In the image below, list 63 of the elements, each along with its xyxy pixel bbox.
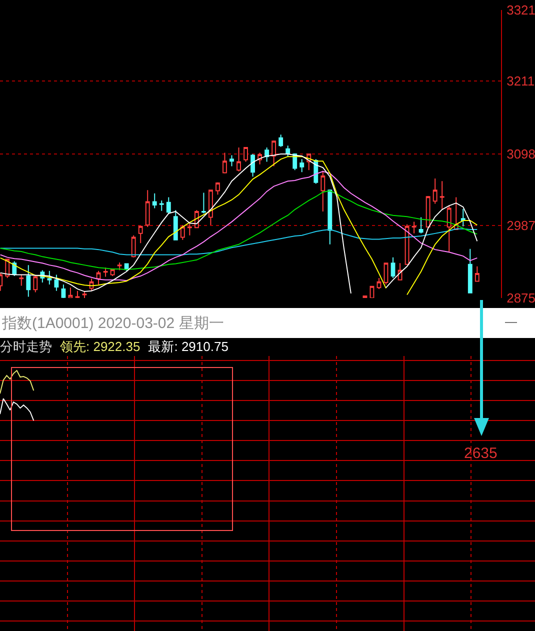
candlestick [222, 152, 227, 174]
candlestick [138, 226, 143, 244]
candlestick [166, 196, 171, 215]
line-series [0, 170, 478, 282]
candlestick [426, 195, 430, 228]
candlestick [390, 256, 396, 278]
candlestick [180, 224, 185, 240]
text: 2635 [464, 445, 498, 462]
text: 领先: 2922.35 [60, 339, 140, 354]
candlestick [96, 270, 101, 285]
candlestick [418, 216, 424, 234]
candlestick [300, 158, 304, 173]
candlestick [250, 154, 255, 178]
candlestick [404, 224, 410, 265]
candlestick [110, 268, 115, 277]
candlestick [75, 290, 80, 298]
candlestick [103, 267, 108, 278]
candlestick [159, 200, 164, 212]
y-tick-label: 3211 [506, 74, 535, 89]
candlestick [264, 147, 270, 162]
candlestick [173, 210, 178, 240]
candlestick [474, 266, 480, 282]
candlestick [244, 147, 248, 162]
candlestick [19, 274, 24, 286]
candlestick [187, 223, 192, 236]
candlestick [208, 190, 213, 226]
candlestick [446, 205, 452, 252]
candlestick [468, 248, 472, 294]
y-tick-label: 3098 [506, 146, 535, 162]
candlestick [236, 147, 241, 172]
candlestick [376, 277, 382, 290]
candlestick [131, 234, 136, 258]
candlestick [152, 192, 157, 209]
candlestick [26, 264, 31, 298]
line-series [0, 228, 478, 256]
candlestick [460, 208, 466, 227]
chart-title: 指数(1A0001) 2020-03-02 星期一 [2, 314, 224, 333]
candlestick [145, 190, 150, 228]
candlestick [117, 262, 122, 271]
candlestick [201, 192, 206, 214]
candlestick [82, 290, 87, 298]
chart-subtitle: 分时走势 [0, 339, 52, 354]
line-series [0, 190, 478, 270]
candlestick [12, 260, 17, 277]
candlestick [68, 287, 73, 298]
candlestick [61, 284, 66, 298]
text: 最新: 2910.75 [148, 339, 228, 354]
y-tick-label: 3321 [506, 2, 535, 18]
candlestick [54, 274, 59, 292]
candlestick [47, 270, 52, 285]
y-tick-label: 2875 [506, 290, 535, 306]
y-tick-label: 2987 [506, 218, 535, 234]
candlestick [328, 189, 332, 245]
candlestick [272, 140, 276, 167]
candlestick [440, 180, 444, 210]
candlestick [33, 276, 38, 293]
candlestick [230, 154, 234, 167]
candlestick [216, 182, 220, 196]
candlestick [412, 221, 416, 234]
candlestick [384, 262, 388, 285]
candlestick [432, 178, 438, 204]
candlestick [320, 170, 326, 212]
candlestick [278, 134, 284, 148]
